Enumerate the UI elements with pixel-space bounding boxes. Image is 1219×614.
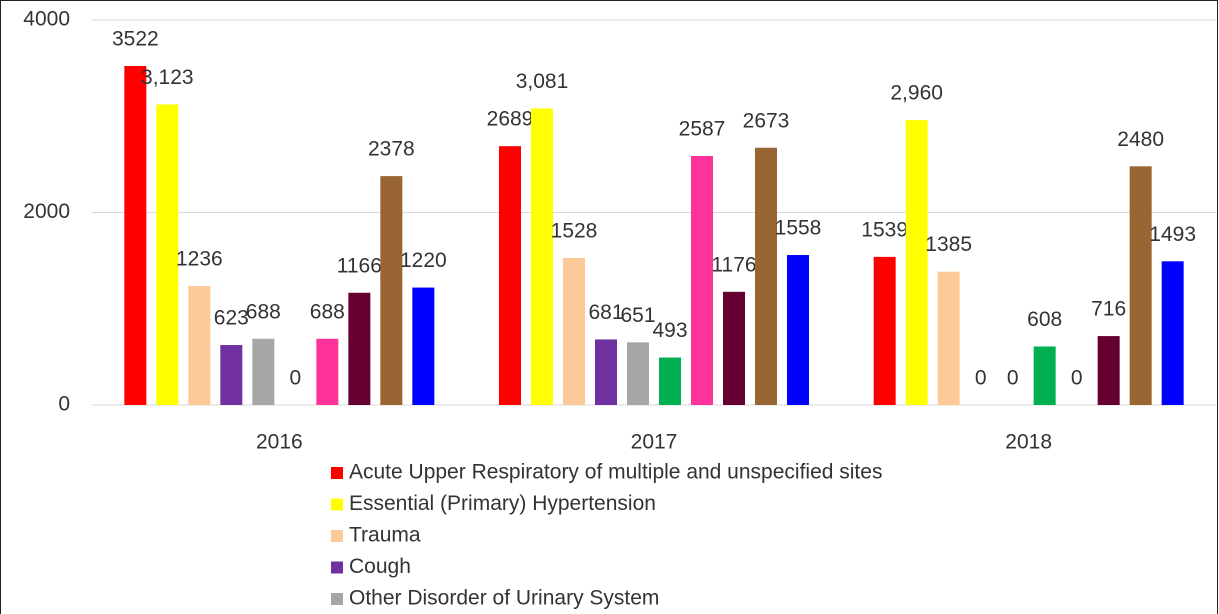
bar bbox=[252, 338, 275, 405]
bar bbox=[316, 338, 339, 405]
bar bbox=[691, 156, 713, 405]
legend-swatch bbox=[331, 561, 343, 574]
data-label: 716 bbox=[1091, 298, 1126, 321]
bar bbox=[531, 108, 553, 406]
bar bbox=[412, 287, 435, 405]
bar bbox=[905, 120, 928, 405]
data-label: 2587 bbox=[679, 118, 726, 141]
bar bbox=[124, 66, 147, 405]
legend-swatch bbox=[331, 498, 343, 511]
legend-label: Other Disorder of Urinary System bbox=[349, 587, 659, 610]
bar bbox=[1033, 346, 1056, 405]
legend-label: Trauma bbox=[349, 524, 421, 547]
data-label: 1528 bbox=[551, 219, 598, 242]
data-label: 1236 bbox=[176, 248, 223, 271]
data-label: 1558 bbox=[775, 217, 822, 240]
y-tick-label: 4000 bbox=[23, 8, 70, 31]
data-label: 3522 bbox=[112, 28, 159, 51]
bar bbox=[1129, 166, 1152, 405]
bar bbox=[380, 176, 403, 405]
data-label: 493 bbox=[652, 319, 687, 342]
data-label: 0 bbox=[1007, 367, 1019, 390]
bar bbox=[499, 146, 521, 405]
legend-swatch bbox=[331, 530, 343, 542]
bar bbox=[659, 357, 681, 405]
bar bbox=[937, 271, 960, 405]
data-label: 623 bbox=[214, 307, 249, 330]
y-tick-label: 0 bbox=[58, 393, 70, 416]
data-label: 688 bbox=[310, 300, 345, 323]
bar bbox=[723, 291, 745, 405]
bar bbox=[1097, 336, 1120, 405]
data-label: 0 bbox=[975, 367, 987, 390]
data-label: 651 bbox=[620, 304, 655, 327]
data-label: 2378 bbox=[368, 138, 415, 161]
bar bbox=[220, 345, 243, 405]
data-label: 1220 bbox=[400, 249, 447, 272]
bar bbox=[755, 147, 777, 405]
bar bbox=[156, 104, 179, 405]
bar bbox=[1161, 261, 1184, 405]
bar bbox=[627, 342, 649, 405]
data-label: 2,960 bbox=[890, 82, 943, 105]
x-tick-label: 2016 bbox=[256, 431, 303, 454]
bar bbox=[348, 292, 371, 405]
legend-swatch bbox=[331, 593, 343, 605]
data-label: 681 bbox=[588, 301, 623, 324]
data-label: 1176 bbox=[711, 253, 756, 276]
data-label: 3,123 bbox=[141, 66, 194, 89]
bar bbox=[563, 257, 585, 405]
legend-label: Cough bbox=[349, 555, 411, 578]
legend-label: Acute Upper Respiratory of multiple and … bbox=[349, 461, 882, 484]
y-tick-label: 2000 bbox=[23, 200, 70, 223]
bar bbox=[188, 286, 211, 405]
data-label: 1539 bbox=[861, 218, 908, 241]
data-label: 688 bbox=[246, 300, 281, 323]
legend-swatch bbox=[331, 467, 343, 479]
bar bbox=[595, 339, 617, 405]
x-tick-label: 2017 bbox=[631, 431, 678, 454]
data-label: 2480 bbox=[1117, 128, 1164, 151]
x-tick-label: 2018 bbox=[1005, 431, 1052, 454]
data-label: 0 bbox=[1071, 367, 1083, 390]
data-label: 1166 bbox=[337, 254, 382, 277]
data-label: 0 bbox=[289, 367, 301, 390]
data-label: 1385 bbox=[925, 233, 972, 256]
data-label: 2689 bbox=[487, 108, 534, 131]
bar bbox=[787, 255, 809, 405]
data-label: 1493 bbox=[1149, 223, 1196, 246]
bar bbox=[873, 256, 896, 405]
data-label: 2673 bbox=[743, 109, 790, 132]
data-label: 3,081 bbox=[516, 70, 569, 93]
legend-label: Essential (Primary) Hypertension bbox=[349, 492, 656, 515]
data-label: 608 bbox=[1027, 308, 1062, 331]
